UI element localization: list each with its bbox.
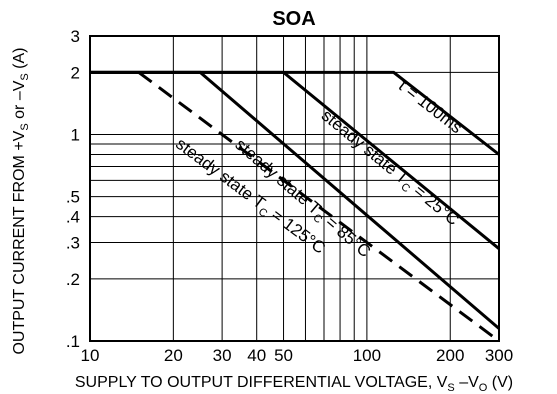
x-tick-label: 20 [164,346,183,365]
series-lines [90,70,500,343]
x-tick-label: 200 [436,346,464,365]
y-tick-label: .2 [66,270,80,289]
x-tick-label: 30 [213,346,232,365]
y-axis-label: OUTPUT CURRENT FROM +VS or –VS (A) [11,47,31,354]
tick-labels: 10 20 30 40 50 100 200 300 .1 .2 .3 .4.5 1 2 3 [66,27,513,365]
y-tick-label: 3 [71,27,80,46]
x-tick-label: 10 [81,346,100,365]
y-tick-label: .3 [66,233,80,252]
chart-title: SOA [272,8,315,30]
y-tick-label: 1 [71,126,80,145]
y-tick-label: 2 [71,63,80,82]
plot-frame [89,35,500,342]
y-tick-label: .5 [66,188,80,207]
x-axis-label: SUPPLY TO OUTPUT DIFFERENTIAL VOLTAGE, V… [75,374,513,394]
x-tick-label: 40 [247,346,266,365]
x-tick-label: 100 [353,346,381,365]
y-tick-label: .4 [66,208,80,227]
series-line-2 [90,70,500,330]
x-tick-label: 300 [485,346,513,365]
series-label-0: t = 100ms [395,76,466,137]
y-tick-label: .1 [66,332,80,351]
x-tick-label: 50 [274,346,293,365]
